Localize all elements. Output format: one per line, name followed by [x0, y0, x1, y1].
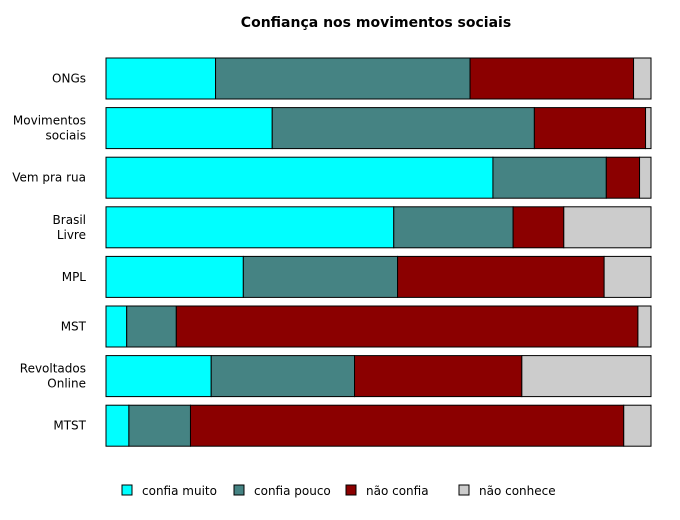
- bar-segment: [105, 156, 494, 199]
- bar-segment: [271, 107, 535, 150]
- legend-label: confia pouco: [254, 484, 331, 498]
- bar-segment: [189, 404, 625, 447]
- bar-segment: [215, 57, 471, 100]
- bar-segment: [354, 355, 523, 398]
- legend-swatch: [345, 484, 357, 496]
- legend: confia muito confia pouco não confia não co…: [121, 484, 556, 498]
- bar-segment: [105, 255, 244, 298]
- bars-layer: [105, 57, 652, 447]
- bar-segment: [639, 156, 652, 199]
- legend-label: não confia: [366, 484, 429, 498]
- bar-segment: [105, 107, 273, 150]
- bar-segment: [645, 107, 652, 150]
- legend-swatch: [121, 484, 133, 496]
- bar-segment: [210, 355, 356, 398]
- category-label: Livre: [57, 228, 86, 242]
- bar-segment: [397, 255, 605, 298]
- bar-segment: [128, 404, 191, 447]
- category-label: MST: [61, 320, 87, 334]
- bar-segment: [623, 404, 652, 447]
- category-label: MPL: [62, 270, 87, 284]
- bar-segment: [469, 57, 635, 100]
- bar-segment: [126, 305, 177, 348]
- bar-segment: [105, 355, 212, 398]
- bar-segment: [105, 57, 217, 100]
- bar-segment: [393, 206, 514, 249]
- category-label: ONGs: [52, 72, 86, 86]
- bar-segment: [637, 305, 652, 348]
- chart-title: Confiança nos movimentos sociais: [241, 15, 511, 31]
- bar-segment: [175, 305, 639, 348]
- legend-label: confia muito: [142, 484, 217, 498]
- category-label: MTST: [53, 419, 86, 433]
- bar-segment: [492, 156, 607, 199]
- legend-swatch: [458, 484, 470, 496]
- legend-label: não conhece: [479, 484, 556, 498]
- bar-segment: [533, 107, 647, 150]
- bar-segment: [603, 255, 652, 298]
- category-label: sociais: [46, 129, 86, 143]
- bar-segment: [521, 355, 652, 398]
- category-label: Online: [47, 377, 86, 391]
- bar-segment: [105, 206, 395, 249]
- bar-segment: [242, 255, 399, 298]
- bar-segment: [512, 206, 565, 249]
- legend-swatch: [233, 484, 245, 496]
- category-label: Vem pra rua: [12, 171, 86, 185]
- category-label: Brasil: [53, 213, 86, 227]
- bar-segment: [633, 57, 652, 100]
- bar-segment: [563, 206, 652, 249]
- category-label: Movimentos: [13, 114, 86, 128]
- category-label: Revoltados: [20, 362, 86, 376]
- bar-segment: [105, 305, 128, 348]
- bar-segment: [105, 404, 130, 447]
- bar-segment: [605, 156, 641, 199]
